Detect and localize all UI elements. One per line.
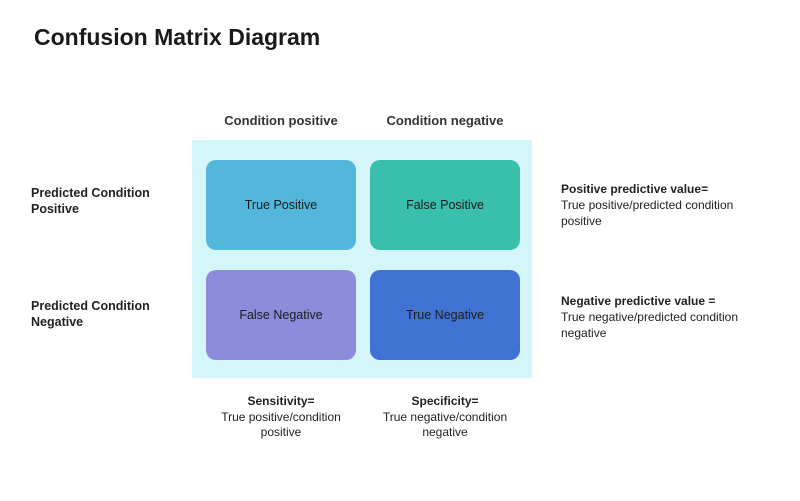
- metric-text: True negative/condition negative: [383, 410, 507, 440]
- metric-text: True positive/condition positive: [221, 410, 341, 440]
- cell-label: True Positive: [245, 198, 317, 212]
- metric-sensitivity: Sensitivity= True positive/condition pos…: [201, 394, 361, 441]
- metric-text: True negative/predicted condition negati…: [561, 310, 738, 340]
- metric-specificity: Specificity= True negative/condition neg…: [365, 394, 525, 441]
- column-header-positive: Condition positive: [206, 113, 356, 128]
- cell-label: False Negative: [239, 308, 322, 322]
- cell-true-negative: True Negative: [370, 270, 520, 360]
- cell-label: False Positive: [406, 198, 484, 212]
- page-title: Confusion Matrix Diagram: [34, 24, 320, 51]
- cell-true-positive: True Positive: [206, 160, 356, 250]
- cell-false-positive: False Positive: [370, 160, 520, 250]
- metric-text: True positive/predicted condition positi…: [561, 198, 733, 228]
- row-header-negative: Predicted Condition Negative: [31, 298, 181, 331]
- cell-false-negative: False Negative: [206, 270, 356, 360]
- metric-title: Negative predictive value =: [561, 294, 715, 308]
- row-header-positive: Predicted Condition Positive: [31, 185, 181, 218]
- metric-title: Specificity=: [411, 394, 478, 408]
- metric-title: Positive predictive value=: [561, 182, 708, 196]
- metric-npv: Negative predictive value = True negativ…: [561, 293, 741, 342]
- cell-label: True Negative: [406, 308, 484, 322]
- metric-ppv: Positive predictive value= True positive…: [561, 181, 741, 230]
- metric-title: Sensitivity=: [247, 394, 314, 408]
- column-header-negative: Condition negative: [370, 113, 520, 128]
